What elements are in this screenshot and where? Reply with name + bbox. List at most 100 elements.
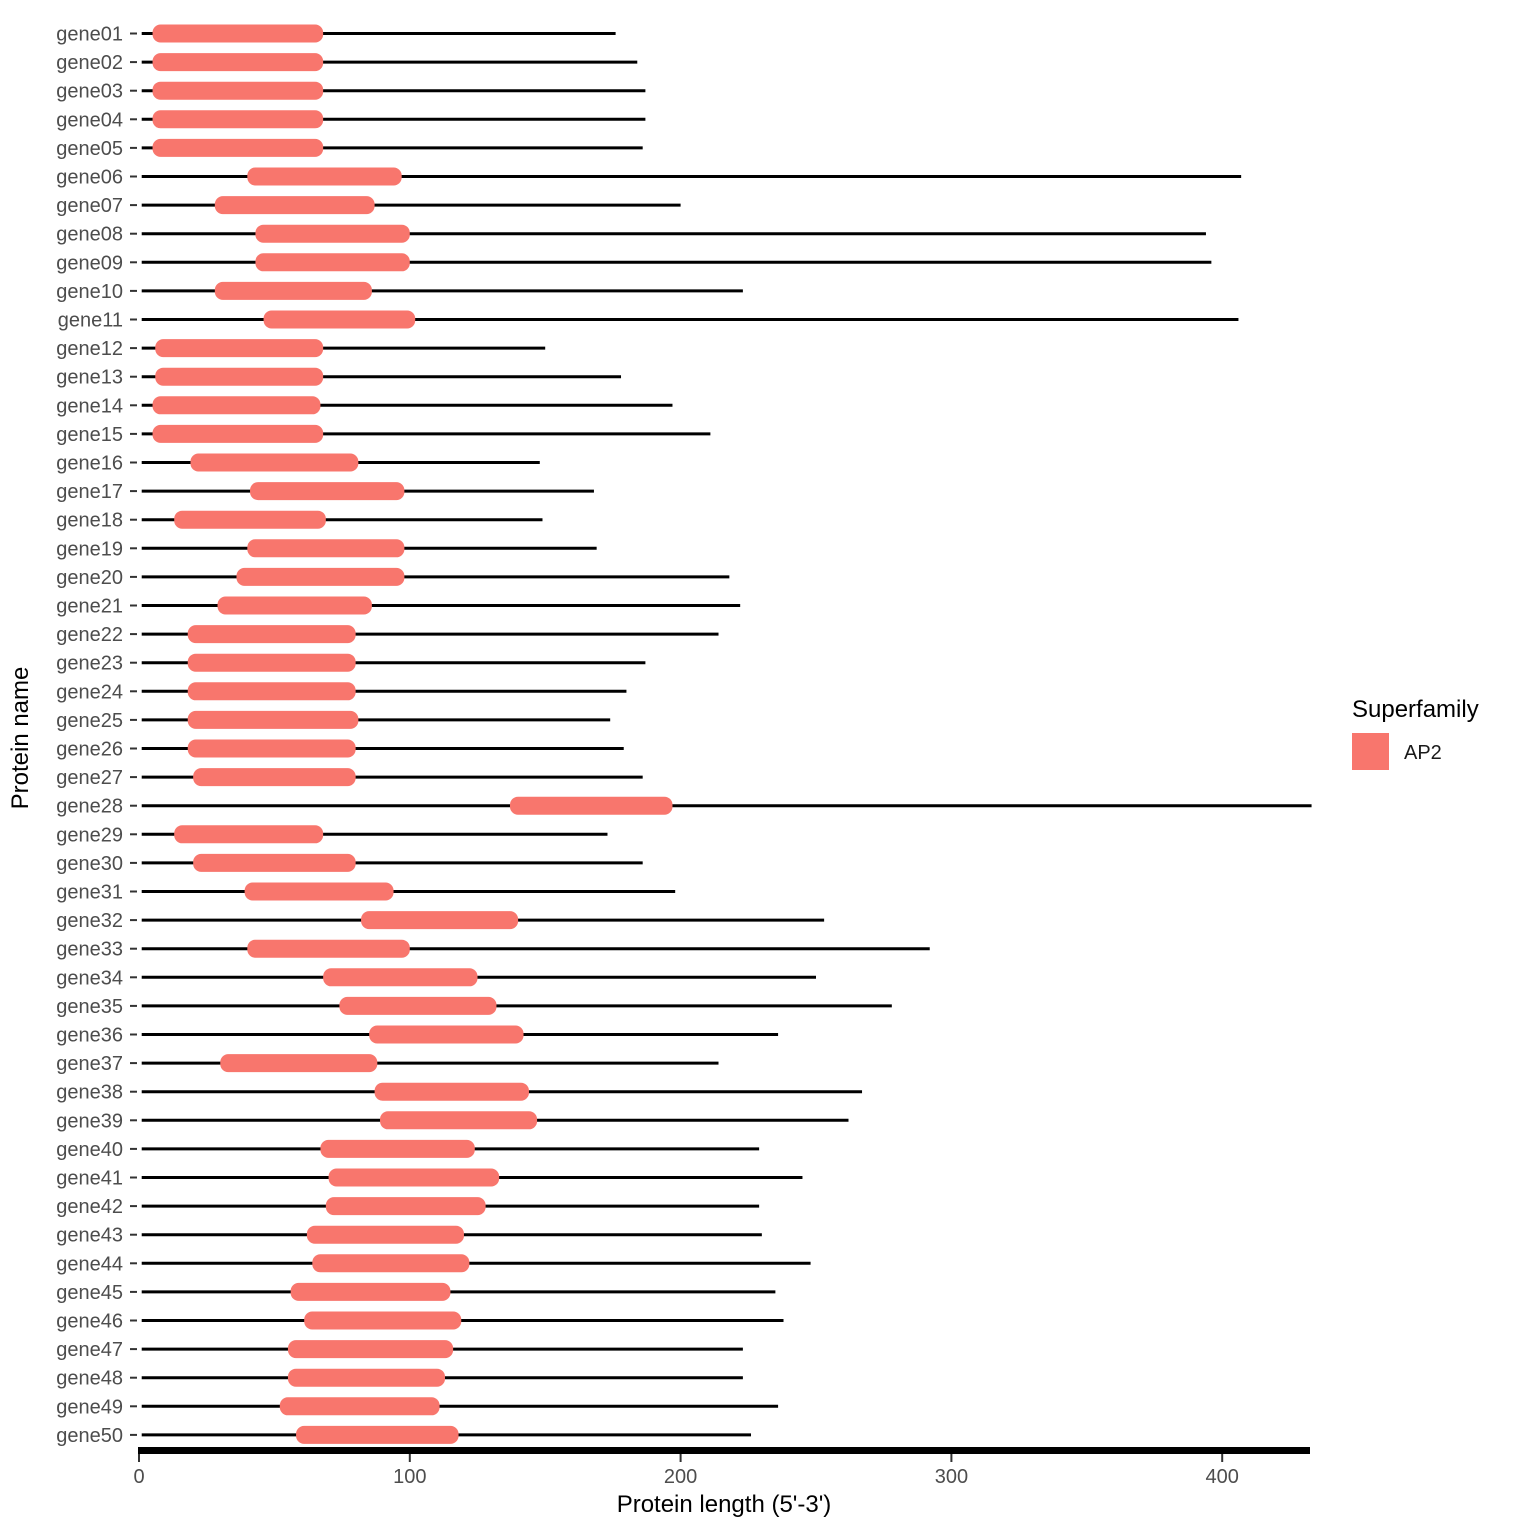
domain-bar xyxy=(244,882,394,901)
gene-label: gene25 xyxy=(56,710,123,732)
domain-bar xyxy=(380,1111,538,1130)
gene-label: gene04 xyxy=(56,109,123,131)
domain-bar xyxy=(152,53,324,72)
gene-label: gene40 xyxy=(56,1139,123,1161)
domain-bar xyxy=(509,796,673,815)
gene-label: gene02 xyxy=(56,52,123,74)
gene-label: gene07 xyxy=(56,195,123,217)
domain-bar xyxy=(193,768,356,787)
x-axis-tick-label: 200 xyxy=(664,1466,697,1488)
gene-label: gene14 xyxy=(56,395,123,417)
gene-label: gene19 xyxy=(56,538,123,560)
legend-title: Superfamily xyxy=(1352,696,1479,723)
domain-bar xyxy=(190,453,359,472)
gene-label: gene16 xyxy=(56,453,123,475)
gene-label: gene26 xyxy=(56,739,123,761)
gene-label: gene29 xyxy=(56,824,123,846)
domain-bar xyxy=(193,853,356,872)
domain-bar xyxy=(361,911,519,930)
gene-label: gene35 xyxy=(56,996,123,1018)
gene-label: gene15 xyxy=(56,424,123,446)
domain-bar xyxy=(323,968,478,987)
domain-bar xyxy=(247,939,410,958)
domain-bar xyxy=(187,682,356,701)
domain-bar xyxy=(287,1340,454,1359)
x-axis-tick-labels: 0 100 200 300 400 xyxy=(133,1466,1238,1488)
domain-bar xyxy=(250,482,405,501)
domain-bar xyxy=(304,1311,462,1330)
domain-bar xyxy=(328,1168,500,1187)
domain-bar xyxy=(152,396,321,415)
domain-bar xyxy=(174,510,326,529)
domain-bar xyxy=(320,1139,475,1158)
domain-bar xyxy=(152,81,324,100)
gene-label: gene50 xyxy=(56,1425,123,1447)
gene-label: gene45 xyxy=(56,1282,123,1304)
gene-label: gene28 xyxy=(56,796,123,818)
legend-key-swatch xyxy=(1352,733,1389,770)
x-axis-line xyxy=(138,1447,1310,1454)
gene-label: gene23 xyxy=(56,653,123,675)
gene-label: gene12 xyxy=(56,338,123,360)
gene-label: gene34 xyxy=(56,967,123,989)
domain-bar xyxy=(279,1397,440,1416)
domain-bar xyxy=(374,1082,529,1101)
gene-label: gene47 xyxy=(56,1339,123,1361)
domain-bar xyxy=(287,1368,446,1387)
legend: Superfamily AP2 xyxy=(1352,696,1479,770)
domain-bar xyxy=(152,138,324,157)
gene-label: gene21 xyxy=(56,596,123,618)
gene-label: gene05 xyxy=(56,138,123,160)
gene-label: gene33 xyxy=(56,939,123,961)
domain-bar xyxy=(152,424,324,443)
domain-bar xyxy=(187,710,359,729)
domain-bar xyxy=(312,1254,470,1273)
domain-bar xyxy=(263,310,416,329)
gene-label: gene37 xyxy=(56,1053,123,1075)
domain-bar xyxy=(255,253,410,272)
gene-label: gene49 xyxy=(56,1396,123,1418)
gene-label: gene27 xyxy=(56,767,123,789)
domain-bar xyxy=(296,1425,459,1444)
gene-label: gene01 xyxy=(56,24,123,46)
x-axis-tick-label: 400 xyxy=(1206,1466,1239,1488)
domain-bar xyxy=(152,24,324,43)
x-axis: 0 100 200 300 400 Protein length (5'-3') xyxy=(133,1447,1310,1518)
domain-bar xyxy=(187,625,356,644)
gene-label: gene22 xyxy=(56,624,123,646)
gene-label: gene32 xyxy=(56,910,123,932)
domain-bar xyxy=(214,281,372,300)
gene-label: gene42 xyxy=(56,1196,123,1218)
gene-label: gene44 xyxy=(56,1253,123,1275)
gene-label: gene11 xyxy=(58,310,123,332)
gene-label: gene43 xyxy=(56,1225,123,1247)
gene-label: gene39 xyxy=(56,1110,123,1132)
x-axis-tick-label: 100 xyxy=(393,1466,426,1488)
domain-bar xyxy=(247,167,402,186)
x-axis-tick-label: 0 xyxy=(133,1466,144,1488)
domain-bar xyxy=(155,367,324,386)
gene-label: gene09 xyxy=(56,252,123,274)
gene-label: gene38 xyxy=(56,1082,123,1104)
domain-bar xyxy=(174,825,324,844)
domain-bar xyxy=(290,1282,451,1301)
domain-bar xyxy=(152,110,324,129)
x-axis-title: Protein length (5'-3') xyxy=(617,1491,832,1518)
gene-label: gene41 xyxy=(56,1168,123,1190)
domain-bar xyxy=(214,196,375,215)
gene-label: gene30 xyxy=(56,853,123,875)
gene-label: gene06 xyxy=(56,167,123,189)
domain-bar xyxy=(220,1054,378,1073)
domain-bar xyxy=(187,653,356,672)
domain-bar xyxy=(247,539,405,558)
domain-bar xyxy=(187,739,356,758)
chart-rows: gene01 gene02 gene03 gene04 gene05 gene06 gene… xyxy=(56,24,1312,1447)
domain-bar xyxy=(217,596,372,615)
domain-bar xyxy=(369,1025,524,1044)
x-axis-tick-label: 300 xyxy=(935,1466,968,1488)
gene-label: gene18 xyxy=(56,510,123,532)
gene-label: gene36 xyxy=(56,1025,123,1047)
x-axis-ticks xyxy=(138,1454,1224,1462)
